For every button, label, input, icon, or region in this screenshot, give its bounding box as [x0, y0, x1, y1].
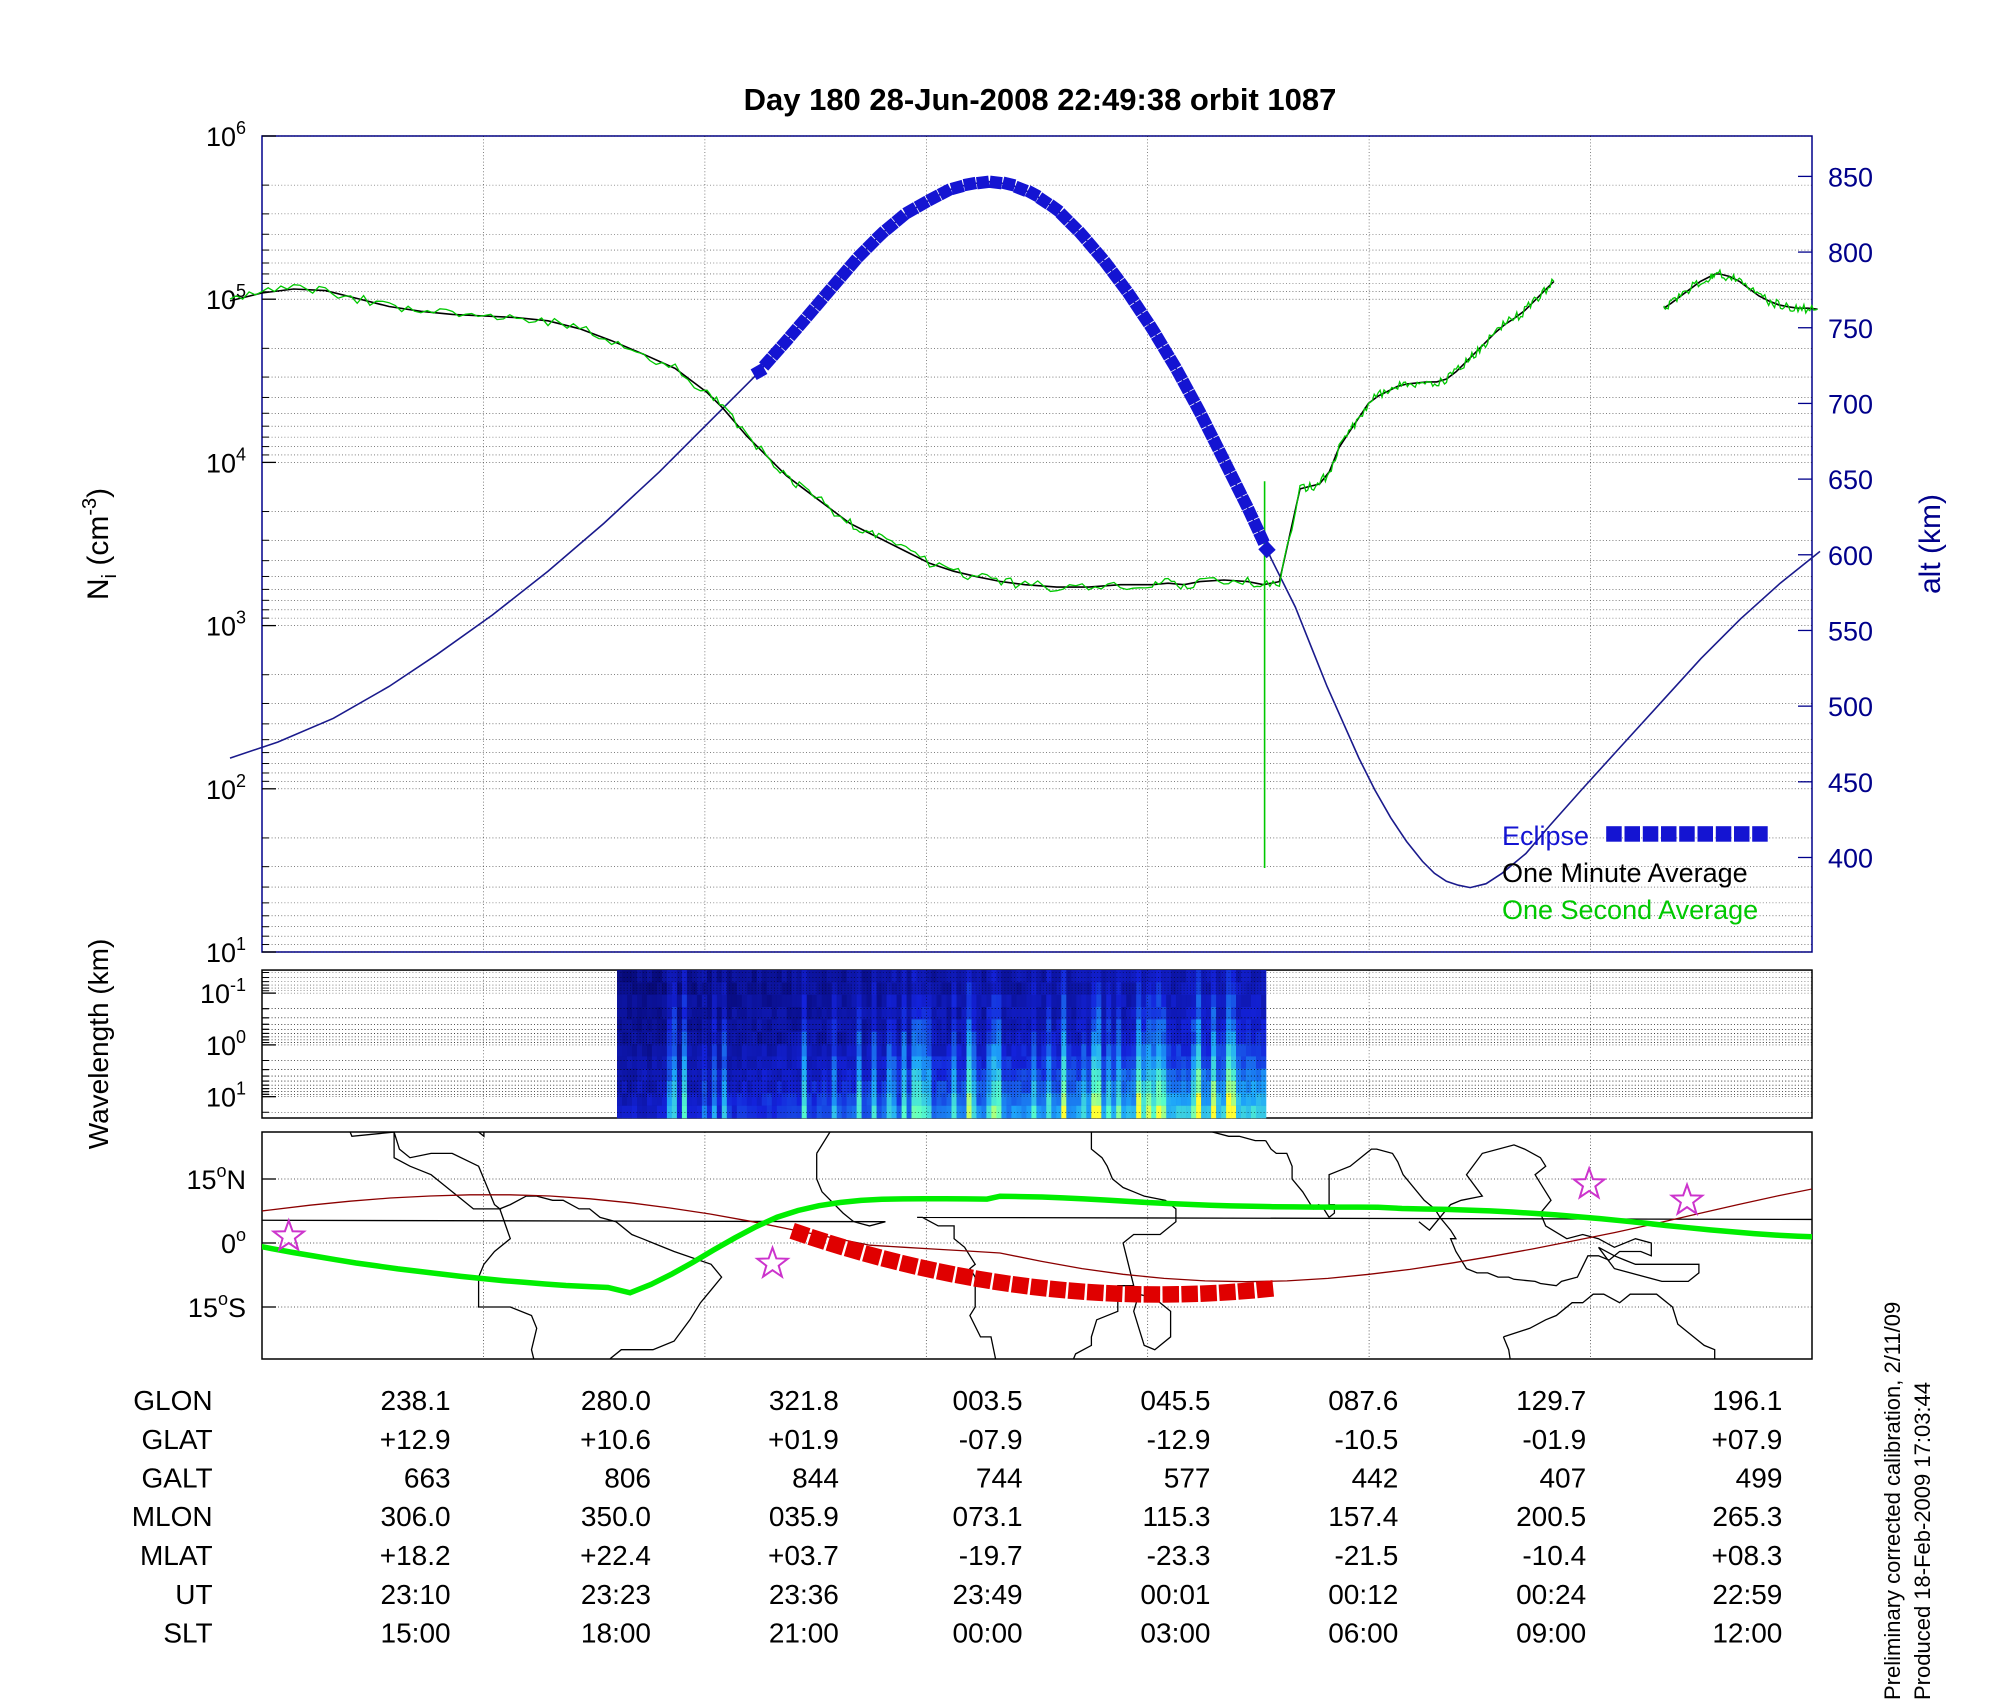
svg-text:Eclipse: Eclipse — [1502, 821, 1589, 851]
svg-text:577: 577 — [1164, 1463, 1211, 1494]
svg-text:129.7: 129.7 — [1516, 1385, 1586, 1416]
svg-text:23:10: 23:10 — [381, 1579, 451, 1610]
svg-text:UT: UT — [175, 1579, 212, 1610]
svg-text:265.3: 265.3 — [1712, 1501, 1782, 1532]
svg-text:GALT: GALT — [142, 1463, 213, 1494]
svg-text:350.0: 350.0 — [581, 1501, 651, 1532]
svg-text:087.6: 087.6 — [1328, 1385, 1398, 1416]
svg-text:+18.2: +18.2 — [380, 1540, 451, 1571]
svg-text:GLON: GLON — [133, 1385, 212, 1416]
svg-text:18:00: 18:00 — [581, 1618, 651, 1649]
svg-text:600: 600 — [1828, 541, 1873, 571]
svg-text:+01.9: +01.9 — [768, 1424, 839, 1455]
svg-text:Day 180 28-Jun-2008 22:49:38: Day 180 28-Jun-2008 22:49:38 orbit 1087 — [744, 82, 1337, 117]
svg-text:650: 650 — [1828, 465, 1873, 495]
svg-text:Wavelength (km): Wavelength (km) — [83, 939, 114, 1150]
svg-text:844: 844 — [792, 1463, 839, 1494]
svg-text:157.4: 157.4 — [1328, 1501, 1398, 1532]
svg-text:00:12: 00:12 — [1328, 1579, 1398, 1610]
svg-text:115.3: 115.3 — [1143, 1501, 1211, 1532]
svg-text:200.5: 200.5 — [1516, 1501, 1586, 1532]
svg-text:280.0: 280.0 — [581, 1385, 651, 1416]
svg-text:03:00: 03:00 — [1140, 1618, 1210, 1649]
svg-text:+07.9: +07.9 — [1712, 1424, 1783, 1455]
svg-text:Produced 18-Feb-2009 17:03:44: Produced 18-Feb-2009 17:03:44 — [1910, 1382, 1935, 1700]
svg-text:045.5: 045.5 — [1140, 1385, 1210, 1416]
svg-text:06:00: 06:00 — [1328, 1618, 1398, 1649]
svg-text:00:00: 00:00 — [953, 1618, 1023, 1649]
svg-text:+10.6: +10.6 — [580, 1424, 651, 1455]
svg-text:00:01: 00:01 — [1140, 1579, 1210, 1610]
svg-text:306.0: 306.0 — [381, 1501, 451, 1532]
svg-text:400: 400 — [1828, 843, 1873, 873]
svg-text:GLAT: GLAT — [142, 1424, 213, 1455]
svg-text:-23.3: -23.3 — [1147, 1540, 1211, 1571]
svg-text:15oN: 15oN — [186, 1161, 246, 1195]
svg-text:442: 442 — [1352, 1463, 1399, 1494]
svg-text:23:23: 23:23 — [581, 1579, 651, 1610]
svg-text:035.9: 035.9 — [769, 1501, 839, 1532]
svg-text:238.1: 238.1 — [381, 1385, 451, 1416]
svg-text:SLT: SLT — [163, 1618, 212, 1649]
svg-text:-19.7: -19.7 — [959, 1540, 1023, 1571]
svg-text:073.1: 073.1 — [953, 1501, 1023, 1532]
svg-text:-12.9: -12.9 — [1147, 1424, 1211, 1455]
svg-text:MLAT: MLAT — [140, 1540, 213, 1571]
svg-text:alt (km): alt (km) — [1914, 494, 1947, 594]
svg-text:Preliminary corrected calibrat: Preliminary corrected calibration, 2/11/… — [1880, 1302, 1905, 1700]
svg-text:-10.4: -10.4 — [1522, 1540, 1586, 1571]
svg-text:+03.7: +03.7 — [768, 1540, 839, 1571]
svg-text:663: 663 — [404, 1463, 451, 1494]
svg-text:+22.4: +22.4 — [580, 1540, 651, 1571]
svg-text:22:59: 22:59 — [1712, 1579, 1782, 1610]
svg-text:003.5: 003.5 — [953, 1385, 1023, 1416]
svg-text:+08.3: +08.3 — [1712, 1540, 1783, 1571]
svg-text:800: 800 — [1828, 238, 1873, 268]
svg-text:12:00: 12:00 — [1712, 1618, 1782, 1649]
svg-text:499: 499 — [1736, 1463, 1783, 1494]
svg-text:750: 750 — [1828, 314, 1873, 344]
svg-text:550: 550 — [1828, 616, 1873, 646]
svg-text:-21.5: -21.5 — [1334, 1540, 1398, 1571]
svg-text:00:24: 00:24 — [1516, 1579, 1586, 1610]
svg-text:850: 850 — [1828, 162, 1873, 192]
svg-text:One Second Average: One Second Average — [1502, 895, 1758, 925]
svg-text:196.1: 196.1 — [1712, 1385, 1782, 1416]
svg-text:806: 806 — [604, 1463, 651, 1494]
svg-text:450: 450 — [1828, 768, 1873, 798]
svg-text:744: 744 — [976, 1463, 1023, 1494]
svg-text:-10.5: -10.5 — [1334, 1424, 1398, 1455]
svg-text:700: 700 — [1828, 389, 1873, 419]
svg-text:-07.9: -07.9 — [959, 1424, 1023, 1455]
svg-text:23:49: 23:49 — [953, 1579, 1023, 1610]
svg-text:15:00: 15:00 — [381, 1618, 451, 1649]
svg-text:321.8: 321.8 — [769, 1385, 839, 1416]
svg-text:21:00: 21:00 — [769, 1618, 839, 1649]
svg-text:09:00: 09:00 — [1516, 1618, 1586, 1649]
svg-text:500: 500 — [1828, 692, 1873, 722]
svg-text:23:36: 23:36 — [769, 1579, 839, 1610]
svg-text:+12.9: +12.9 — [380, 1424, 451, 1455]
svg-text:15oS: 15oS — [188, 1289, 246, 1323]
svg-text:407: 407 — [1539, 1463, 1586, 1494]
svg-text:One Minute Average: One Minute Average — [1502, 858, 1748, 888]
svg-text:-01.9: -01.9 — [1522, 1424, 1586, 1455]
svg-text:MLON: MLON — [132, 1501, 213, 1532]
